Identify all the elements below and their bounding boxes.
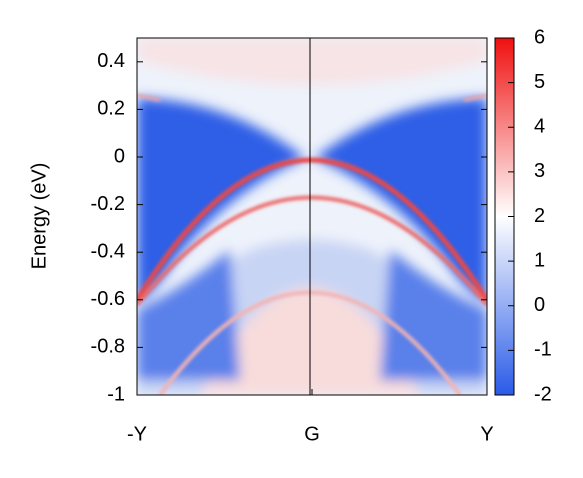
heatmap-image: [137, 38, 487, 395]
colorbar-tick-label: 3: [534, 160, 545, 182]
x-tick-label: -Y: [127, 423, 147, 445]
y-tick-label: -1: [107, 383, 125, 405]
colorbar-tick-label: 5: [534, 71, 545, 93]
colorbar-tick-label: -2: [534, 383, 552, 405]
y-tick-label: 0.4: [97, 50, 125, 72]
y-tick-label: -0.4: [91, 240, 125, 262]
colorbar-tick-label: -1: [534, 339, 552, 361]
y-tick-label: -0.2: [91, 193, 125, 215]
x-tick-label: G: [304, 423, 320, 445]
colorbar-tick-label: 0: [534, 294, 545, 316]
colorbar-tick-label: 1: [534, 249, 545, 271]
y-tick-label: -0.6: [91, 288, 125, 310]
colorbar-tick-label: 6: [534, 26, 545, 48]
y-axis-label: Energy (eV): [28, 163, 50, 270]
y-tick-label: -0.8: [91, 336, 125, 358]
colorbar-tick-label: 2: [534, 205, 545, 227]
y-tick-label: 0.2: [97, 98, 125, 120]
x-tick-label: Y: [480, 423, 493, 445]
y-tick-label: 0: [114, 145, 125, 167]
colorbar-tick-label: 4: [534, 116, 545, 138]
